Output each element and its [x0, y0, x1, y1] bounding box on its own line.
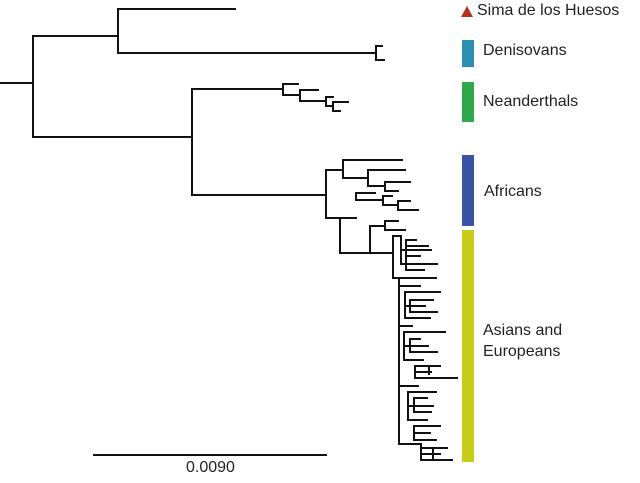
clade-bar-neanderthals [462, 82, 474, 122]
sima-triangle-icon [461, 6, 473, 17]
label-neanderthals: Neanderthals [483, 93, 579, 110]
label-asians-and-europeans: Asians and Europeans [483, 322, 563, 360]
clade-bar-asians-europeans [462, 230, 474, 462]
label-sima-de-los-huesos: Sima de los Huesos [477, 2, 620, 19]
clade-bar-denisovans [462, 40, 474, 67]
clade-bar-africans [462, 155, 474, 226]
label-africans: Africans [484, 183, 542, 200]
label-denisovans: Denisovans [483, 42, 567, 59]
scale-bar-label: 0.0090 [186, 459, 235, 476]
